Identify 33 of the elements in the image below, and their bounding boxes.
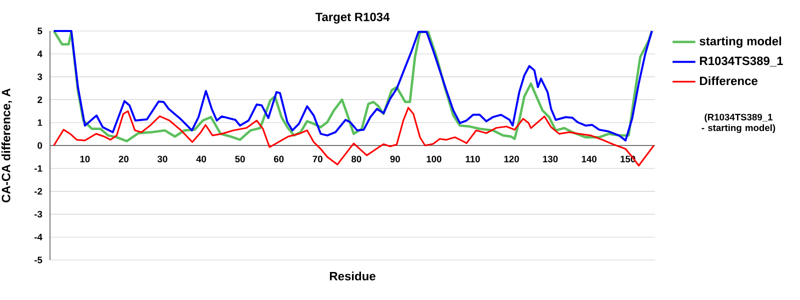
x-tick-label: 90 bbox=[390, 156, 400, 162]
x-tick-label: 130 bbox=[543, 156, 558, 162]
y-tick-label: 2 bbox=[38, 96, 42, 103]
x-tick-label: 60 bbox=[274, 156, 284, 162]
line-series bbox=[53, 106, 655, 166]
x-axis-title: Residue bbox=[330, 272, 376, 280]
x-tick-label: 100 bbox=[426, 156, 442, 162]
y-tick-label: 4 bbox=[37, 50, 42, 58]
y-tick-label: 1 bbox=[38, 119, 42, 126]
x-tick-label: 50 bbox=[235, 156, 245, 162]
x-tick-label: 140 bbox=[582, 156, 596, 162]
x-tick-label: 30 bbox=[157, 156, 168, 162]
y-axis-title: CA-CA difference, A bbox=[1, 88, 12, 202]
x-tick-label: 20 bbox=[118, 156, 128, 162]
x-tick-label: 40 bbox=[196, 156, 206, 162]
x-tick-label: 120 bbox=[504, 156, 519, 162]
text: (R1034TS389_1 - starting model) bbox=[702, 114, 776, 133]
legend-label: starting model bbox=[700, 36, 782, 48]
x-tick-label: 70 bbox=[312, 156, 322, 162]
y-tick-label: -1 bbox=[34, 165, 42, 172]
y-tick-label: 5 bbox=[38, 28, 42, 34]
legend-label: R1034TS389_1 bbox=[700, 56, 783, 66]
y-tick-label: -2 bbox=[34, 188, 42, 195]
legend-label: Difference bbox=[700, 76, 758, 86]
y-tick-label: -4 bbox=[34, 234, 42, 240]
x-tick-label: 80 bbox=[351, 156, 362, 162]
x-tick-label: 110 bbox=[466, 156, 480, 162]
y-tick-label: -3 bbox=[34, 210, 42, 218]
y-tick-label: -5 bbox=[34, 256, 42, 264]
x-tick-label: 10 bbox=[80, 156, 90, 162]
y-tick-label: 0 bbox=[38, 142, 42, 149]
chart-title: Target R1034 bbox=[315, 12, 390, 24]
y-tick-label: 3 bbox=[37, 74, 42, 80]
